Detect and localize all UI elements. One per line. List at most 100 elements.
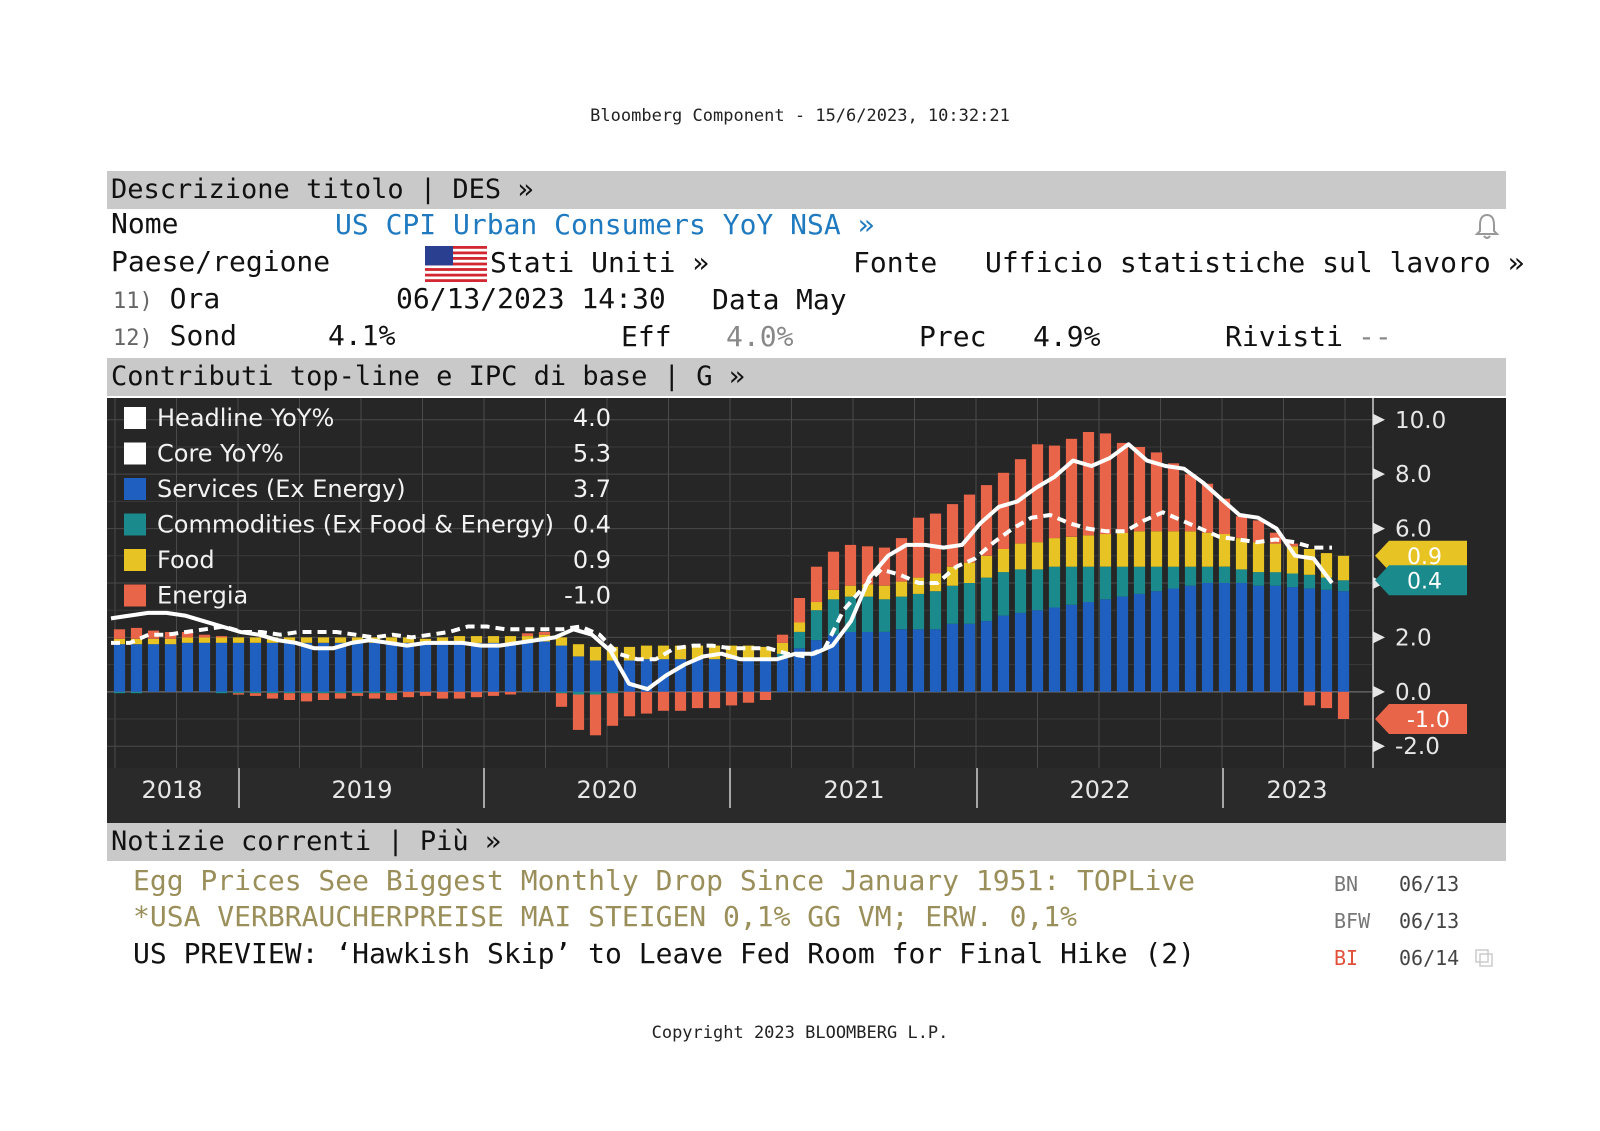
y-tick-marker <box>1373 631 1385 644</box>
bar-segment <box>232 637 245 643</box>
bar-segment <box>606 691 619 694</box>
bar-segment <box>232 691 245 694</box>
chart-svg: Headline YoY% 4.0 Core YoY% 5.3 Services (Ex… <box>107 398 1506 826</box>
bar-segment <box>759 659 772 692</box>
time-row: 11) Ora <box>113 282 220 315</box>
country-link[interactable]: Stati Uniti » <box>490 246 710 279</box>
bar-segment <box>861 584 874 597</box>
bar-segment <box>827 551 840 590</box>
bar-segment <box>385 691 398 694</box>
bar-segment <box>521 642 534 692</box>
bar-segment <box>1337 555 1350 581</box>
bar-segment <box>674 645 687 660</box>
bar-segment <box>912 629 925 692</box>
bar-segment <box>402 691 415 698</box>
bar-segment <box>453 642 466 692</box>
eff-value: 4.0% <box>726 320 794 353</box>
bar-segment <box>1116 596 1129 692</box>
bar-segment <box>521 633 534 636</box>
bar-segment <box>810 640 823 692</box>
bar-segment <box>1218 566 1231 583</box>
bar-segment <box>895 581 908 597</box>
attachment-icon[interactable] <box>1474 948 1494 968</box>
bar-segment <box>1099 534 1112 567</box>
bar-segment <box>419 644 432 692</box>
bell-icon[interactable] <box>1474 212 1500 240</box>
bar-segment <box>759 646 772 660</box>
time-label[interactable]: Ora <box>169 282 221 315</box>
bar-segment <box>861 596 874 632</box>
bar-segment <box>980 621 993 692</box>
bar-segment <box>708 659 721 692</box>
bar-segment <box>572 644 585 657</box>
bar-segment <box>436 642 449 692</box>
bar-segment <box>113 629 126 639</box>
bar-segment <box>946 566 959 586</box>
bar-segment <box>1320 589 1333 692</box>
bar-segment <box>419 691 432 696</box>
bar-segment <box>1065 536 1078 567</box>
bar-segment <box>538 632 551 635</box>
bar-segment <box>113 644 126 692</box>
news-headline[interactable]: US PREVIEW: ‘Hawkish Skip’ to Leave Fed … <box>133 937 1196 970</box>
bar-segment <box>1116 442 1129 533</box>
bar-segment <box>368 693 381 699</box>
source-link[interactable]: Ufficio statistiche sul lavoro » <box>985 246 1525 279</box>
bar-segment <box>215 636 228 638</box>
bar-segment <box>283 691 296 694</box>
bar-segment <box>1048 445 1061 539</box>
bar-segment <box>1150 531 1163 567</box>
legend-swatch <box>124 407 146 429</box>
bar-segment <box>640 645 653 660</box>
bar-segment <box>997 615 1010 692</box>
bar-segment <box>1252 542 1265 573</box>
bar-segment <box>300 642 313 692</box>
bar-segment <box>725 691 738 706</box>
bar-segment <box>232 642 245 692</box>
bar-segment <box>334 637 347 643</box>
bar-segment <box>1337 691 1350 719</box>
news-headline[interactable]: Egg Prices See Biggest Monthly Drop Sinc… <box>133 864 1196 897</box>
bar-segment <box>1303 691 1316 706</box>
bar-segment <box>589 660 602 692</box>
bar-segment <box>1269 585 1282 692</box>
bar-segment <box>1337 591 1350 692</box>
bar-segment <box>130 627 143 639</box>
bar-segment <box>793 632 806 649</box>
bar-segment <box>1167 566 1180 589</box>
bar-segment <box>1133 447 1146 532</box>
news-headline[interactable]: *USA VERBRAUCHERPREISE MAI STEIGEN 0,1% … <box>133 900 1078 933</box>
des-section-bar[interactable]: Descrizione titolo | DES » <box>107 171 1506 209</box>
bar-segment <box>929 513 942 574</box>
bar-segment <box>946 623 959 692</box>
bar-segment <box>1184 566 1197 586</box>
news-section-bar[interactable]: Notizie correnti | Più » <box>107 823 1506 861</box>
bar-segment <box>402 637 415 643</box>
security-name-link[interactable]: US CPI Urban Consumers YoY NSA » <box>335 208 875 241</box>
bar-segment <box>946 585 959 624</box>
legend-swatch <box>124 584 146 607</box>
time-menu-number: 11) <box>113 289 153 314</box>
survey-row: 12) Sond <box>113 319 237 352</box>
bar-segment <box>1048 538 1061 567</box>
bar-segment <box>555 693 568 707</box>
bar-segment <box>1116 566 1129 597</box>
news-date: 06/13 <box>1399 909 1460 933</box>
bar-segment <box>487 691 500 696</box>
last-value-label: -1.0 <box>1407 708 1450 733</box>
bar-segment <box>1150 452 1163 532</box>
bar-segment <box>215 642 228 692</box>
bar-segment <box>844 632 857 692</box>
survey-label[interactable]: Sond <box>169 319 238 352</box>
chart-section-bar[interactable]: Contributi top-line e IPC di base | G » <box>107 358 1506 396</box>
bar-segment <box>674 691 687 711</box>
bar-segment <box>691 645 704 660</box>
cpi-contributions-chart[interactable]: Headline YoY% 4.0 Core YoY% 5.3 Services (Ex… <box>107 398 1506 826</box>
bar-segment <box>1320 553 1333 578</box>
bar-segment <box>657 691 670 711</box>
bar-segment <box>232 693 245 695</box>
bar-segment <box>164 638 177 645</box>
us-flag-icon <box>425 246 487 282</box>
legend-value: 0.4 <box>573 511 611 539</box>
bar-segment <box>963 494 976 563</box>
